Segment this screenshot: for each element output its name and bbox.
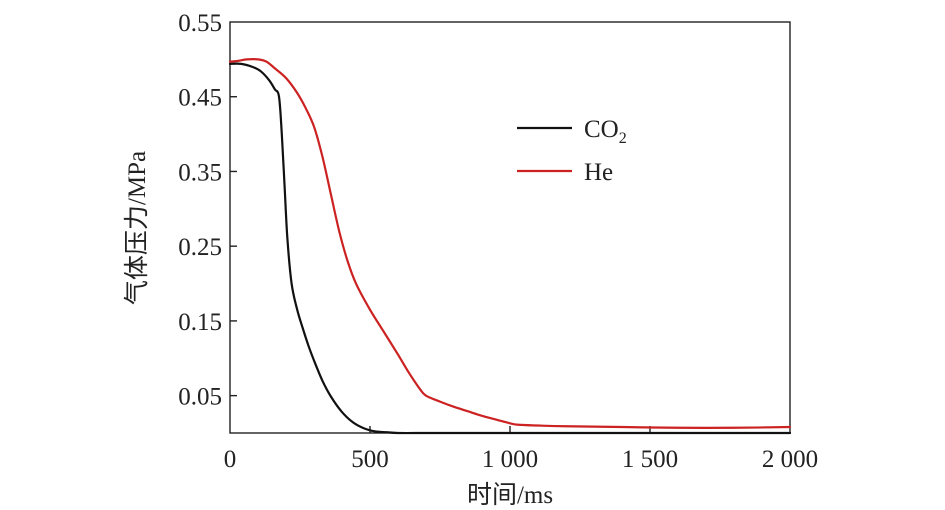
x-tick-label: 500: [351, 446, 389, 473]
legend-entry-label: He: [584, 159, 613, 186]
x-tick-label: 2 000: [762, 446, 818, 473]
series-layer: [228, 58, 792, 435]
x-tick-label: 1 000: [482, 446, 538, 473]
y-tick-label: 0.35: [178, 159, 222, 186]
legend-entry-subscript: 2: [619, 130, 627, 147]
legend: CO2 He: [517, 116, 627, 186]
plot-frame: [229, 21, 791, 434]
legend-entry-main: He: [584, 159, 613, 186]
x-axis-label: 时间/ms: [467, 481, 553, 509]
x-tick-label: 0: [224, 446, 237, 473]
series-line-co: [228, 62, 792, 435]
series-line-he: [228, 58, 792, 429]
legend-entry-label: CO2: [584, 116, 627, 147]
y-tick-label: 0.15: [178, 309, 222, 336]
y-tick-label: 0.05: [178, 384, 222, 411]
y-axis-ticks: 0.05 0.15 0.25 0.35 0.45 0.55: [178, 10, 237, 411]
legend-entry-main: CO: [584, 116, 619, 143]
y-tick-label: 0.45: [178, 85, 222, 112]
x-tick-label: 1 500: [622, 446, 678, 473]
x-axis-ticks: 0 500 1 000 1 500 2 000: [224, 426, 818, 473]
y-axis-label: 气体压力/MPa: [123, 151, 151, 305]
y-tick-label: 0.25: [178, 234, 222, 261]
y-tick-label: 0.55: [178, 10, 222, 37]
